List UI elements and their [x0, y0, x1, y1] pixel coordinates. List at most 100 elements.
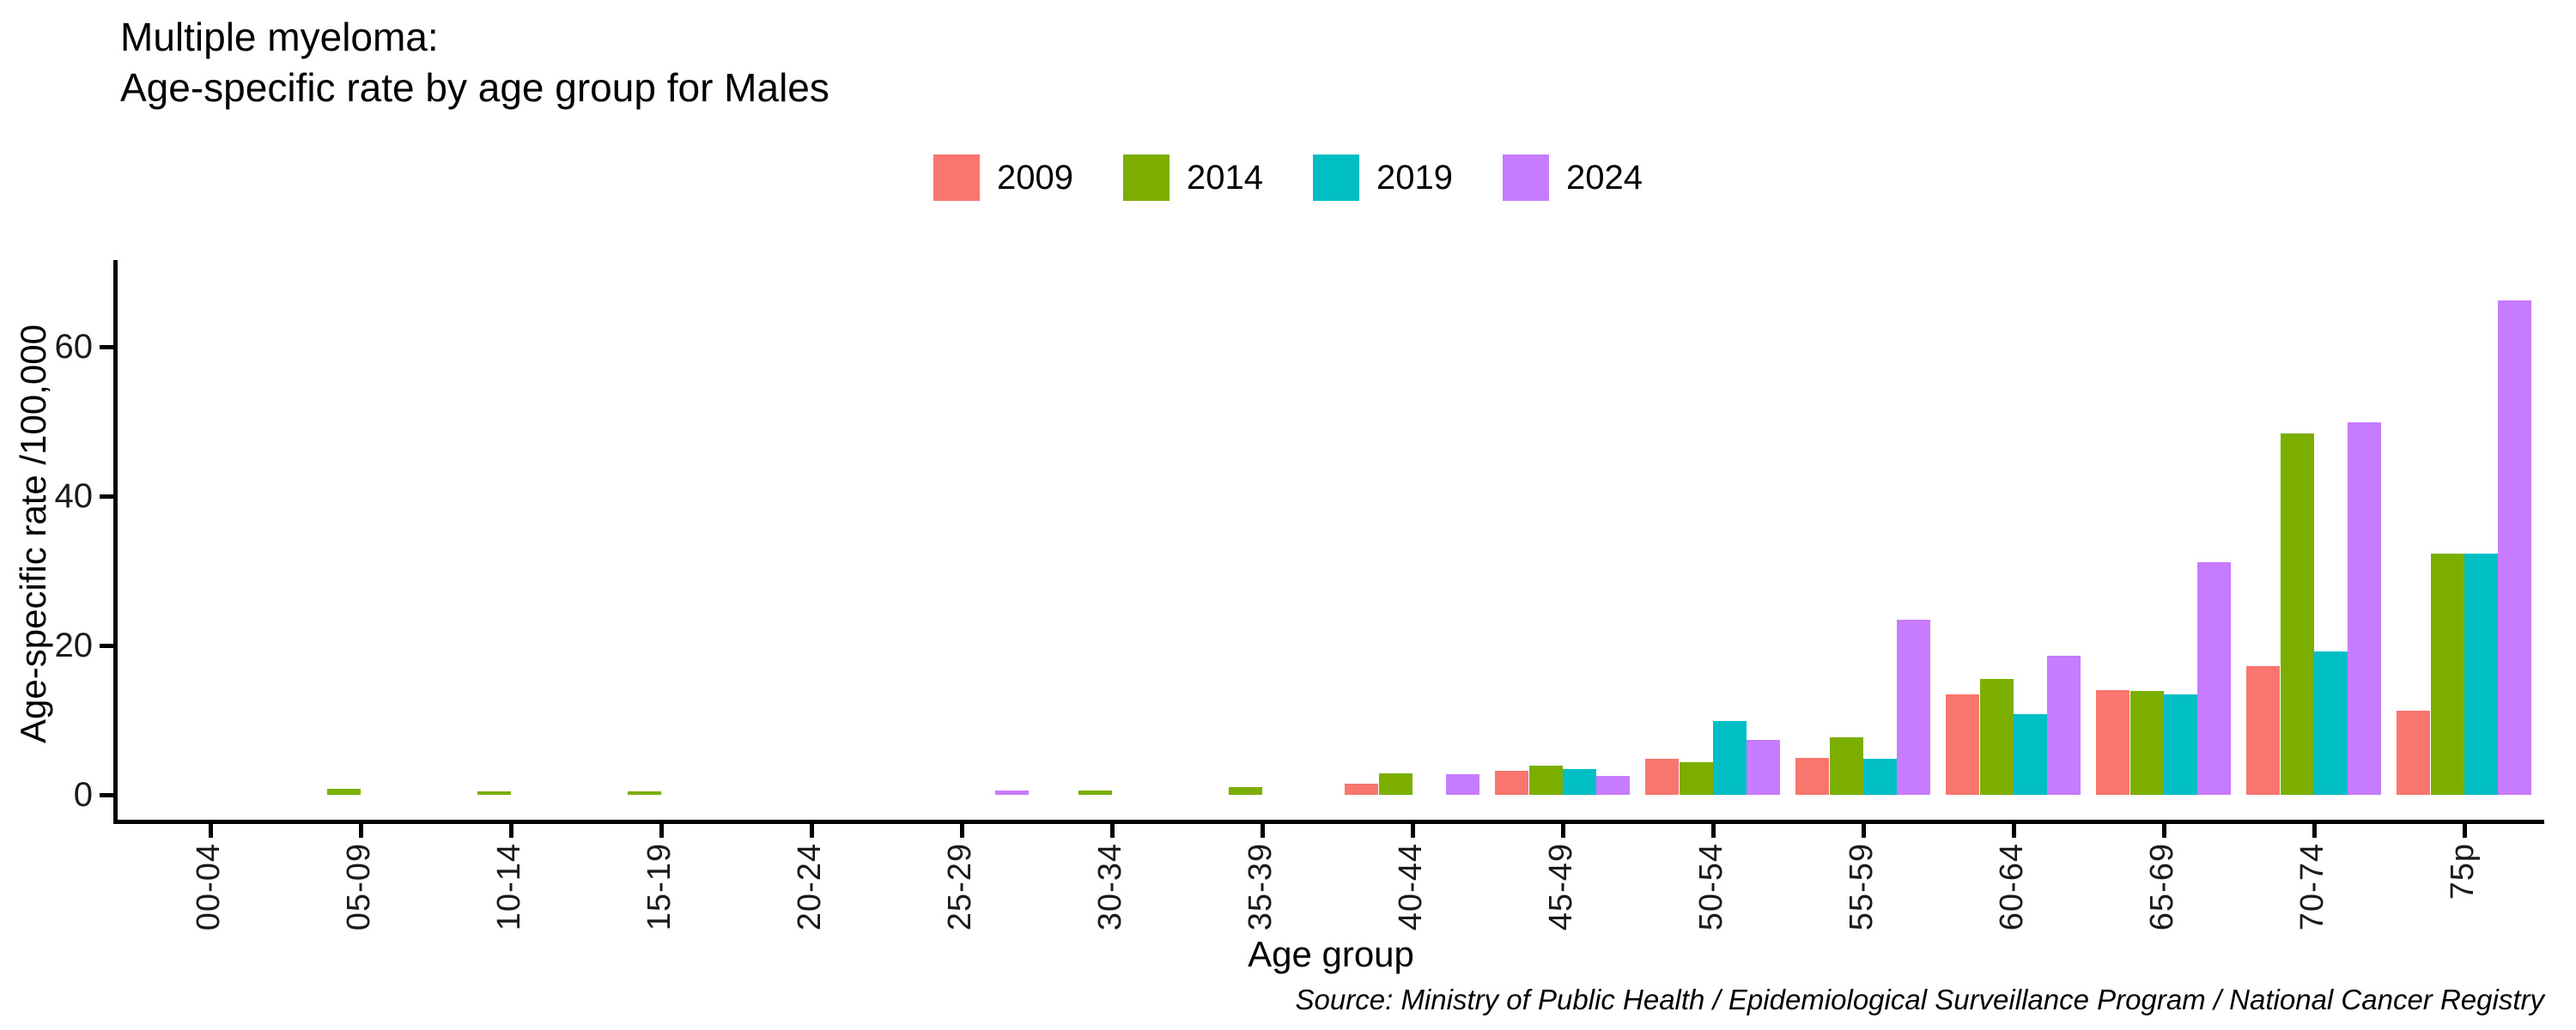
bar-2014-50-54 [1680, 762, 1713, 795]
bar-2014-10-14 [477, 791, 511, 795]
x-tick-label-40-44: 40-44 [1393, 843, 1429, 931]
bar-2019-75p [2464, 554, 2498, 795]
x-tick-05-09 [359, 824, 363, 838]
bar-2014-35-39 [1229, 787, 1262, 795]
y-tick-label-40: 40 [54, 477, 94, 515]
bar-2024-40-44 [1446, 774, 1479, 795]
legend-label-2019: 2019 [1376, 158, 1453, 197]
x-axis-title: Age group [1248, 934, 1414, 974]
bar-2009-45-49 [1495, 771, 1528, 795]
bar-2024-45-49 [1596, 776, 1630, 795]
x-tick-75p [2463, 824, 2467, 838]
x-axis-line [113, 820, 2544, 824]
x-tick-label-60-64: 60-64 [1994, 843, 2030, 931]
bar-2009-40-44 [1345, 784, 1378, 795]
legend-label-2009: 2009 [997, 158, 1074, 197]
x-tick-label-10-14: 10-14 [491, 843, 527, 931]
y-tick-0 [100, 793, 113, 797]
x-tick-20-24 [810, 824, 814, 838]
bar-2019-60-64 [2014, 714, 2047, 795]
x-tick-label-20-24: 20-24 [792, 843, 828, 931]
x-tick-00-04 [209, 824, 213, 838]
chart-title: Multiple myeloma: Age-specific rate by a… [120, 12, 829, 113]
x-tick-65-69 [2162, 824, 2166, 838]
x-tick-60-64 [2012, 824, 2016, 838]
x-tick-label-50-54: 50-54 [1693, 843, 1729, 931]
bar-2019-50-54 [1713, 721, 1747, 795]
legend-label-2014: 2014 [1187, 158, 1263, 197]
x-tick-label-55-59: 55-59 [1844, 843, 1880, 931]
x-tick-70-74 [2312, 824, 2317, 838]
x-tick-label-15-19: 15-19 [641, 843, 677, 931]
x-tick-label-25-29: 25-29 [942, 843, 978, 931]
x-tick-50-54 [1711, 824, 1716, 838]
x-tick-40-44 [1411, 824, 1415, 838]
bar-2024-70-74 [2348, 422, 2381, 795]
y-tick-20 [100, 644, 113, 648]
y-axis-line [113, 260, 118, 824]
legend-swatch-2019 [1313, 154, 1359, 201]
bar-2009-65-69 [2096, 690, 2129, 795]
bar-2019-70-74 [2314, 651, 2348, 795]
legend-item-2019: 2019 [1313, 154, 1453, 201]
legend-swatch-2009 [933, 154, 981, 201]
legend-swatch-2014 [1123, 154, 1170, 201]
bar-2014-65-69 [2130, 691, 2164, 795]
source-note: Source: Ministry of Public Health / Epid… [1295, 984, 2544, 1015]
x-tick-30-34 [1110, 824, 1115, 838]
x-tick-10-14 [509, 824, 513, 838]
bar-2009-60-64 [1946, 694, 1979, 795]
chart-title-line1: Multiple myeloma: [120, 15, 439, 59]
legend-item-2024: 2024 [1502, 154, 1643, 201]
y-tick-label-0: 0 [73, 776, 93, 814]
bar-2009-75p [2397, 711, 2430, 795]
bar-2024-55-59 [1897, 620, 1930, 795]
bar-2014-70-74 [2281, 433, 2314, 795]
x-tick-label-00-04: 00-04 [191, 843, 227, 931]
x-tick-label-45-49: 45-49 [1543, 843, 1579, 931]
legend-label-2024: 2024 [1565, 158, 1643, 197]
bar-2014-55-59 [1830, 737, 1863, 795]
bar-2024-65-69 [2197, 562, 2231, 795]
x-tick-label-65-69: 65-69 [2144, 843, 2180, 931]
bar-2024-50-54 [1747, 740, 1780, 795]
x-tick-55-59 [1862, 824, 1866, 838]
y-tick-label-20: 20 [54, 627, 94, 664]
legend-swatch-2024 [1502, 154, 1549, 201]
bar-2014-45-49 [1529, 766, 1563, 795]
x-tick-label-05-09: 05-09 [341, 843, 377, 931]
y-tick-label-60: 60 [54, 328, 94, 366]
bar-2014-40-44 [1379, 773, 1413, 795]
bar-2014-60-64 [1980, 679, 2014, 795]
x-tick-25-29 [960, 824, 964, 838]
x-tick-label-75p: 75p [2445, 843, 2481, 900]
x-tick-label-35-39: 35-39 [1242, 843, 1279, 931]
x-tick-label-70-74: 70-74 [2294, 843, 2330, 931]
chart-title-line2: Age-specific rate by age group for Males [120, 64, 829, 110]
bar-2009-55-59 [1795, 758, 1829, 795]
bar-2024-60-64 [2047, 656, 2081, 795]
x-tick-45-49 [1561, 824, 1565, 838]
bar-2014-15-19 [628, 791, 661, 795]
y-axis-title: Age-specific rate /100,000 [13, 324, 53, 743]
bar-2024-75p [2498, 300, 2531, 795]
bar-2009-70-74 [2246, 666, 2280, 795]
bar-2009-50-54 [1645, 759, 1679, 795]
bar-2019-65-69 [2164, 694, 2197, 795]
y-tick-60 [100, 345, 113, 349]
legend: 2009 2014 2019 2024 [0, 154, 2576, 201]
legend-item-2009: 2009 [933, 154, 1073, 201]
y-tick-40 [100, 494, 113, 499]
bar-2019-45-49 [1563, 769, 1596, 795]
bar-2014-75p [2431, 554, 2464, 795]
legend-item-2014: 2014 [1123, 154, 1263, 201]
bar-2014-05-09 [327, 789, 361, 795]
x-tick-label-30-34: 30-34 [1092, 843, 1128, 931]
bar-2019-55-59 [1863, 759, 1897, 795]
bar-2024-25-29 [995, 791, 1029, 795]
x-tick-35-39 [1261, 824, 1265, 838]
bar-2014-30-34 [1078, 791, 1112, 795]
x-tick-15-19 [659, 824, 664, 838]
